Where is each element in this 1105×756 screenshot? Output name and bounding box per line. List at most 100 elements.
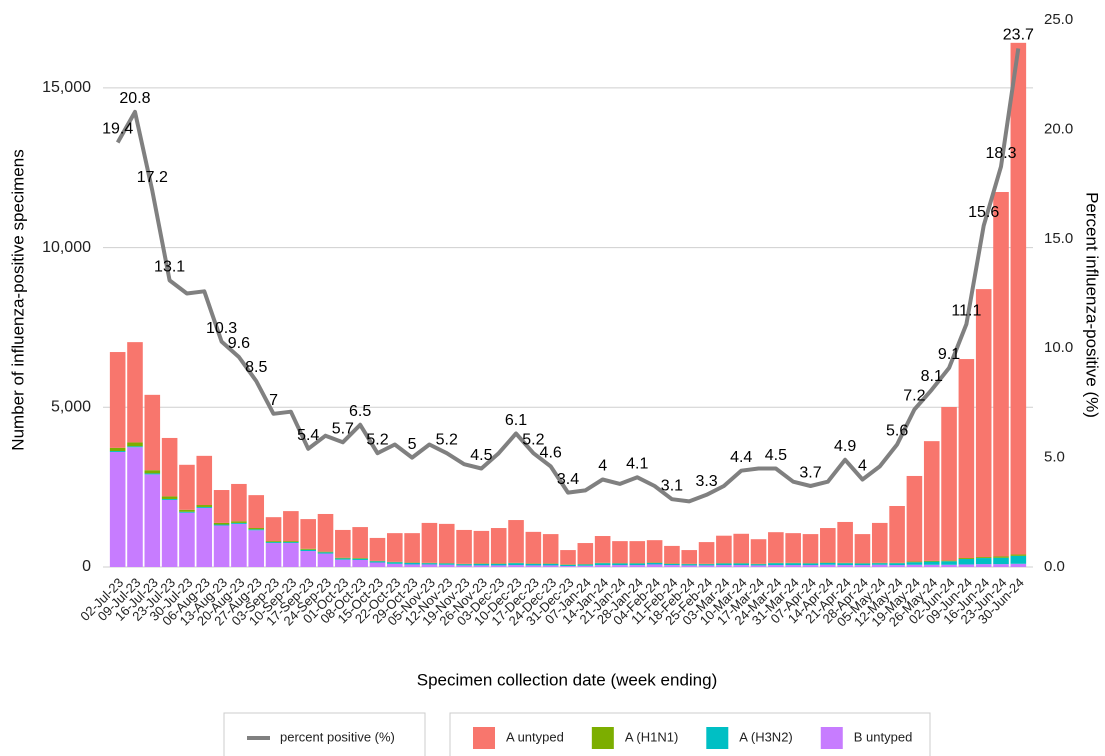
bar-segment [456,565,472,567]
y-tick-label: 0 [82,558,91,575]
bar-segment [421,564,438,567]
bar-segment [594,536,611,563]
bar-segment [716,563,732,566]
data-label: 19.4 [102,121,133,138]
data-label: 15.6 [968,204,999,221]
data-label: 10.3 [206,320,237,337]
bar-segment [369,561,386,563]
bar-segment [629,565,646,567]
data-label: 9.1 [938,346,960,363]
bar-segment [317,552,334,554]
data-label: 5.2 [436,431,458,448]
data-label: 4.1 [626,456,648,473]
y-tick-label: 10,000 [42,239,91,256]
bar-segment [923,564,940,567]
data-label: 3.4 [557,471,579,488]
bar-segment [196,455,213,506]
bar-segment [265,543,282,567]
bar-segment [144,394,161,471]
legend-label: B untyped [854,729,913,744]
bar-segment [820,564,836,567]
y-axis-title: Number of influenza-positive specimens [8,149,27,450]
bar-segment [681,564,698,566]
bar-segment [317,551,334,553]
bar-segment [681,565,698,567]
bar-segment [300,549,316,552]
bar-segment [612,541,628,564]
bar-segment [664,545,680,564]
bar-segment [421,563,438,565]
bar-segment [698,542,715,564]
bar-segment [941,564,957,567]
bar-segment [386,563,403,567]
bar-segment [231,522,247,524]
bar-segment [109,447,126,452]
bar-segment [525,565,542,567]
bar-segment [300,548,316,550]
bar-segment [820,562,836,565]
data-label: 9.6 [228,335,250,352]
bar-segment [490,565,507,567]
bar-segment [768,563,784,566]
bar-segment [386,562,403,564]
bar-segment [802,563,819,566]
bar-segment [213,522,230,525]
bar-segment [854,563,871,566]
bar-segment [161,498,178,500]
bar-segment [906,475,923,562]
bar-segment [490,528,507,564]
data-label: 5 [408,436,417,453]
bar-segment [975,558,992,565]
bar-segment [542,563,559,566]
bar-segment [179,464,195,510]
bar-segment [352,558,368,560]
bar-segment [1010,555,1027,564]
bar-segment [785,533,801,563]
legend-box [449,712,931,756]
bar-segment [335,557,351,559]
bar-segment [352,559,368,567]
bar-segment [352,558,368,559]
y2-axis-title: Percent influenza-positive (%) [1083,192,1102,418]
bar-segment [525,563,542,566]
legend-label: A untyped [506,729,564,744]
bar-segment [664,563,680,566]
bar-segment [265,517,282,542]
bar-segment [820,528,836,563]
bar-segment [646,562,663,565]
data-label: 5.2 [522,431,544,448]
bar-segment [144,473,161,475]
bar-segment [144,474,161,567]
bar-segment [577,564,594,566]
bar-segment [594,563,611,566]
bar-segment [421,522,438,563]
bar-segment [525,531,542,564]
bar-segment [975,289,992,558]
bar-segment [231,521,247,523]
bar-segment [404,533,420,563]
bar-segment [317,553,334,567]
bar-segment [681,550,698,564]
bar-segment [577,565,594,567]
bar-segment [993,556,1009,558]
bar-segment [923,561,940,565]
bar-segment [542,565,559,567]
bar-segment [993,192,1009,557]
y2-tick-label: 15.0 [1044,230,1073,247]
bar-segment [993,557,1009,565]
line [115,48,1021,504]
bar-segment [802,534,819,564]
bar-segment [213,525,230,567]
legend-swatch [591,727,614,749]
bar-segment [438,523,455,564]
bar-segment [1010,554,1027,556]
data-label: 8.5 [245,359,267,376]
bar-segment [438,563,455,565]
data-label: 4 [598,458,607,475]
bar-segment [404,562,420,565]
bar-segment [993,564,1009,567]
bar-segment [837,565,853,567]
y2-tick-label: 0.0 [1044,558,1065,575]
data-label: 3.1 [661,477,683,494]
bar-segment [213,524,230,526]
